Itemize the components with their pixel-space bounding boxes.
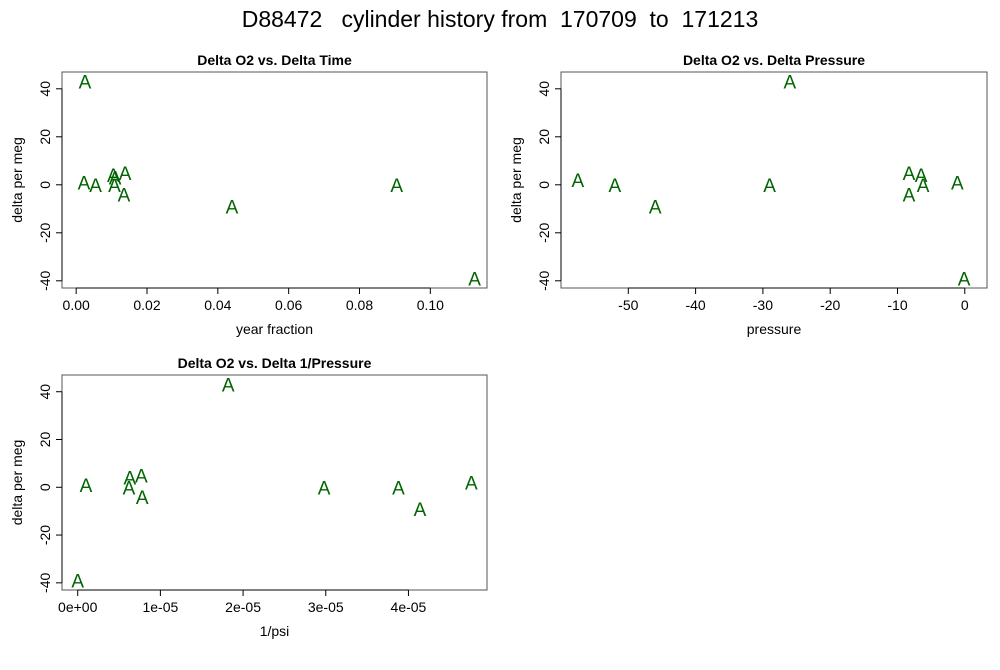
data-point: A [226, 197, 239, 218]
y-tick-label: 20 [37, 432, 53, 448]
x-axis-label: pressure [747, 321, 802, 337]
data-point: A [465, 474, 478, 495]
y-tick-label: -20 [37, 525, 53, 545]
x-axis: 0.00 0.02 0.04 0.06 0.08 0.10 year fraction [63, 287, 444, 337]
x-tick-label: 0.04 [204, 297, 231, 313]
y-tick-label: 0 [37, 181, 53, 189]
panel-title: Delta O2 vs. Delta 1/Pressure [178, 355, 372, 371]
data-point: A [80, 476, 93, 497]
y-tick-label: 0 [536, 181, 552, 189]
x-axis: -50 -40 -30 -20 -10 0 pressure [618, 287, 969, 337]
data-point: A [392, 478, 405, 499]
y-axis-label: delta per meg [508, 137, 524, 223]
x-tick-label: -20 [820, 297, 840, 313]
data-point: A [915, 166, 928, 187]
x-tick-label: 0.10 [417, 297, 444, 313]
x-axis-label: year fraction [236, 321, 313, 337]
x-tick-label: 0.06 [275, 297, 302, 313]
x-tick-label: -10 [887, 297, 907, 313]
y-axis: -40 -20 0 20 40 delta per meg [9, 81, 63, 291]
data-point: A [109, 169, 122, 190]
data-point: A [118, 185, 131, 206]
data-point: A [107, 166, 120, 187]
y-axis: -40 -20 0 20 40 delta per meg [9, 384, 63, 593]
data-point: A [917, 176, 930, 197]
x-axis: 0e+00 1e-05 2e-05 3e-05 4e-05 1/psi [58, 589, 427, 639]
y-tick-label: 40 [37, 384, 53, 400]
data-point: A [468, 269, 481, 290]
y-axis: -40 -20 0 20 40 delta per meg [508, 81, 562, 291]
data-point: A [79, 73, 92, 94]
y-tick-label: -40 [37, 270, 53, 290]
y-axis-label: delta per meg [9, 440, 25, 526]
y-tick-label: 40 [536, 81, 552, 97]
y-tick-label: 20 [37, 129, 53, 145]
y-tick-label: 40 [37, 81, 53, 97]
data-point: A [951, 173, 964, 194]
data-point: A [763, 176, 776, 197]
y-tick-label: -40 [536, 270, 552, 290]
chart-panel-3: Delta O2 vs. Delta 1/Pressure 0e+00 1e-05 2… [9, 355, 488, 639]
x-tick-label: -40 [685, 297, 705, 313]
chart-panel-2: Delta O2 vs. Delta Pressure-50 -40 -30 -20-… [508, 52, 988, 337]
data-point: A [78, 173, 91, 194]
data-point: A [108, 176, 121, 197]
data-point: A [390, 176, 403, 197]
y-tick-label: -20 [37, 222, 53, 242]
x-tick-label: 4e-05 [391, 599, 427, 615]
data-point: A [123, 478, 136, 499]
y-tick-label: 0 [37, 483, 53, 491]
data-point: A [136, 488, 149, 509]
x-tick-label: 0.00 [63, 297, 90, 313]
y-tick-label: -20 [536, 222, 552, 242]
x-tick-label: 1e-05 [142, 599, 178, 615]
data-point: A [414, 500, 427, 521]
figure-title: D88472 cylinder history from 170709 to 1… [242, 6, 759, 32]
x-tick-label: 0.08 [346, 297, 373, 313]
data-point: A [119, 164, 132, 185]
y-tick-label: -40 [37, 573, 53, 593]
x-tick-label: 0 [961, 297, 969, 313]
data-point: A [903, 164, 916, 185]
x-tick-label: 0e+00 [58, 599, 98, 615]
data-point: A [571, 171, 584, 192]
data-point: A [318, 478, 331, 499]
x-tick-label: 2e-05 [225, 599, 261, 615]
data-point: A [123, 469, 136, 490]
x-tick-label: 3e-05 [308, 599, 344, 615]
data-point: A [958, 269, 971, 290]
data-point: A [222, 376, 235, 397]
x-tick-label: -30 [753, 297, 773, 313]
data-point: A [649, 197, 662, 218]
data-point: A [903, 185, 916, 206]
panel-title: Delta O2 vs. Delta Time [197, 52, 352, 68]
x-axis-label: 1/psi [260, 623, 290, 639]
data-point: A [783, 73, 796, 94]
x-tick-label: 0.02 [133, 297, 160, 313]
data-point: A [71, 571, 84, 592]
x-tick-label: -50 [618, 297, 638, 313]
y-axis-label: delta per meg [9, 137, 25, 223]
data-point: A [135, 466, 148, 487]
data-point: A [89, 176, 102, 197]
data-point: A [608, 176, 621, 197]
panel-title: Delta O2 vs. Delta Pressure [683, 52, 865, 68]
y-tick-label: 20 [536, 129, 552, 145]
